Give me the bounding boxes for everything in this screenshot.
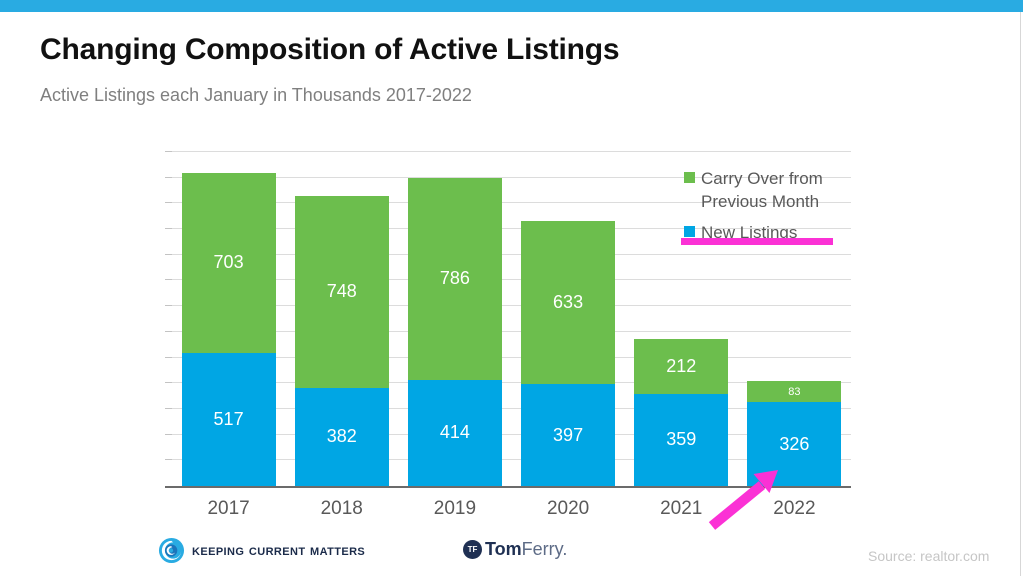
x-axis-label-2019: 2019 [433,498,477,519]
bar-value-label: 83 [788,385,801,398]
bar-segment-carry-over-from-previous-month-2021: 212 [634,339,729,394]
y-tick-900 [165,253,172,255]
bar-value-label: 212 [666,356,697,377]
gridline-400 [172,382,851,384]
bar-value-label: 703 [213,252,244,273]
bar-value-label: 382 [326,426,357,447]
bar-segment-new-listings-2019: 414 [407,379,502,486]
bar-segment-new-listings-2020: 397 [521,384,616,486]
y-tick-600 [165,330,172,332]
y-tick-1100 [165,202,172,204]
bar-segment-carry-over-from-previous-month-2018: 748 [294,195,389,388]
slide-right-border [1020,12,1021,576]
x-axis-label-2021: 2021 [660,498,703,519]
y-tick-300 [165,407,172,409]
y-tick-1200 [165,176,172,178]
x-axis-label-2017: 2017 [207,498,250,519]
bar-value-label: 326 [779,433,810,454]
source-attribution: Source: realtor.com [868,548,990,564]
x-axis-line [165,486,851,488]
gridline-600 [172,330,851,332]
tomferry-wordmark-bold: Tom [485,539,522,559]
bar-value-label: 786 [439,268,470,289]
bar-segment-new-listings-2021: 359 [634,393,729,486]
y-tick-400 [165,382,172,384]
gridline-100 [172,459,851,461]
bar-segment-carry-over-from-previous-month-2017: 703 [181,172,276,354]
bar-segment-carry-over-from-previous-month-2019: 786 [407,177,502,380]
arrow-head [753,470,778,493]
bar-value-label: 359 [666,429,697,450]
bar-segment-new-listings-2022: 326 [747,402,842,486]
legend-label-carry-over: Carry Over from Previous Month [701,169,823,211]
y-tick-1000 [165,228,172,230]
legend-label-new-listings: New Listings [701,223,798,242]
kcm-logo: Keeping Current Matters [158,537,365,564]
gridline-700 [172,305,851,307]
bar-segment-carry-over-from-previous-month-2022: 83 [747,380,842,403]
y-tick-700 [165,305,172,307]
tomferry-wordmark-light: Ferry. [521,539,568,559]
y-tick-500 [165,356,172,358]
bar-value-label: 517 [213,409,244,430]
bar-segment-new-listings-2017: 517 [181,353,276,486]
arrow-shaft [708,481,766,530]
x-axis-label-2022: 2022 [773,498,816,519]
x-axis-label-2020: 2020 [546,498,590,519]
legend-item-new-listings: New Listings [684,221,842,244]
y-tick-200 [165,433,172,435]
bar-value-label: 633 [553,292,584,313]
top-accent-bar [0,0,1023,12]
legend-item-carry-over: Carry Over from Previous Month [684,167,842,213]
bar-value-label: 748 [326,281,357,302]
tomferry-logo: TF Tom Ferry. [463,539,567,560]
y-tick-100 [165,459,172,461]
legend-swatch-carry-over [684,172,695,183]
gridline-800 [172,279,851,281]
y-tick-800 [165,279,172,281]
gridline-200 [172,433,851,435]
kcm-wordmark: Keeping Current Matters [192,542,366,559]
plot-area: 517 703 2017 382 748 2018 414 786 2019 397 633 2020… [165,151,851,519]
bar-value-label: 397 [553,424,584,445]
gridline-900 [172,253,851,255]
gridline-1100 [172,202,851,204]
page-title: Changing Composition of Active Listings [40,33,620,66]
gridline-300 [172,407,851,409]
gridline-1200 [172,176,851,178]
annotation-arrow-icon [708,470,778,530]
tomferry-badge-icon: TF [463,540,482,559]
chart-legend: Carry Over from Previous Month New Listi… [681,167,842,252]
kcm-swirl-icon [158,537,185,564]
y-tick-1300 [165,151,172,152]
bar-value-label: 414 [439,422,470,443]
legend-swatch-new-listings [684,226,695,237]
bar-segment-carry-over-from-previous-month-2020: 633 [521,221,616,385]
bar-segment-new-listings-2018: 382 [294,387,389,486]
gridline-1300 [172,151,851,152]
gridline-1000 [172,228,851,230]
legend-highlight-underline [681,238,833,245]
page-subtitle: Active Listings each January in Thousand… [40,85,472,105]
x-axis-label-2018: 2018 [320,498,363,519]
gridline-500 [172,356,851,358]
